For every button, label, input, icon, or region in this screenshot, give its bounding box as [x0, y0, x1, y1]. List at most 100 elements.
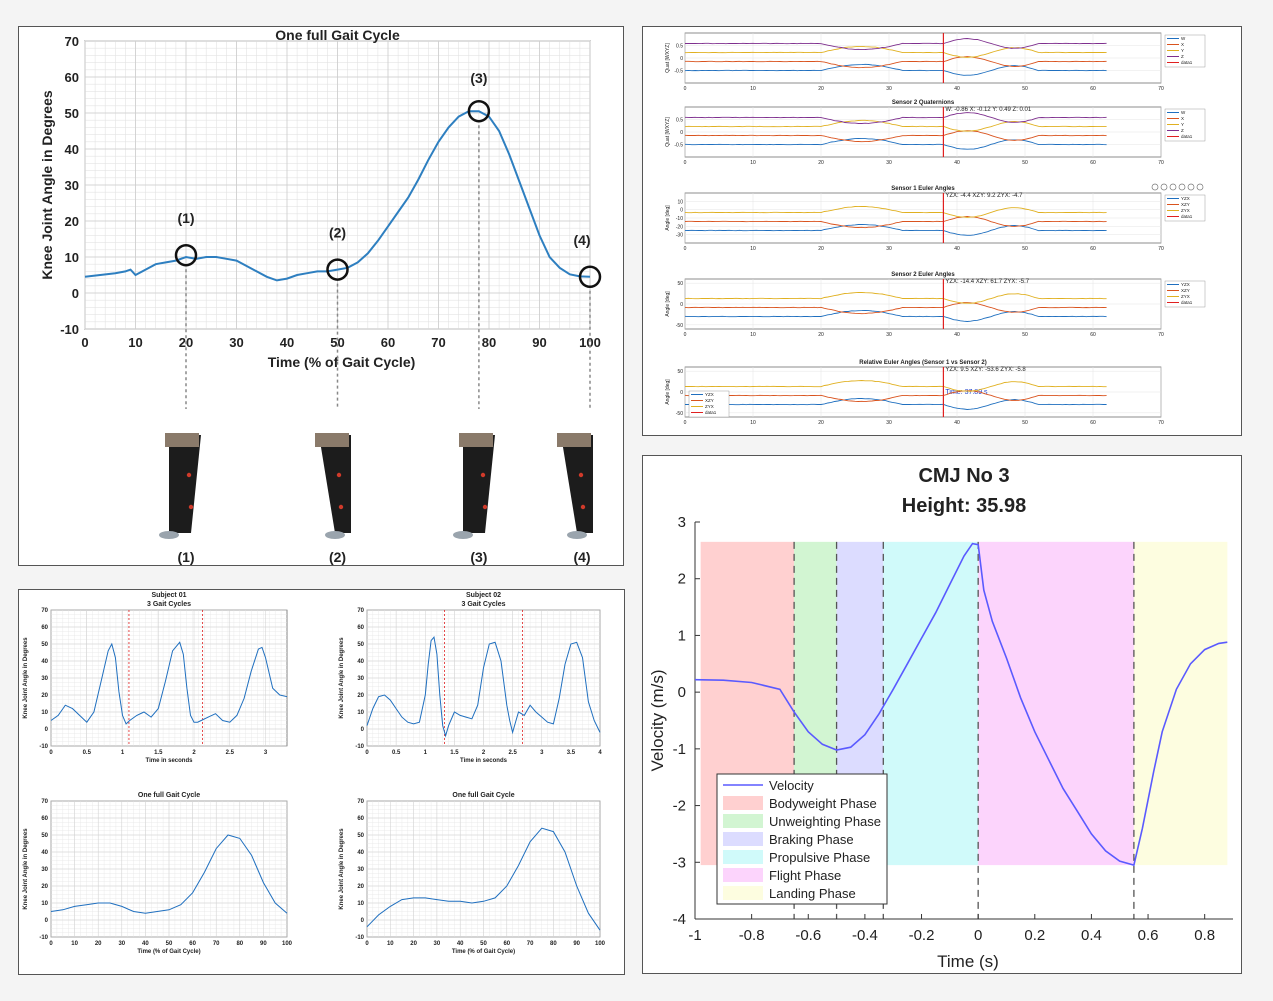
x-tick-label: 0.5 — [83, 750, 92, 756]
x-tick-label: 10 — [750, 160, 756, 166]
y-tick-label: -20 — [676, 224, 683, 230]
legend-swatch — [723, 850, 763, 864]
save-icon[interactable] — [1187, 183, 1195, 191]
zoom-out-icon[interactable] — [1169, 183, 1177, 191]
x-tick-label: 30 — [886, 420, 892, 426]
legend-swatch — [723, 886, 763, 900]
gait-photo-leg — [315, 433, 351, 539]
y-tick-label: 0 — [361, 918, 365, 924]
series-line — [50, 834, 288, 914]
x-tick-label: 60 — [189, 941, 196, 947]
sensor-series-z — [684, 112, 1107, 124]
x-tick-label: 0 — [684, 420, 687, 426]
x-tick-label: 40 — [954, 420, 960, 426]
y-tick-label: 0 — [680, 390, 683, 396]
legend: Velocity Bodyweight Phase Unweighting Phas… — [716, 773, 888, 905]
annotation-circle — [174, 243, 198, 267]
y-tick-label: 0.5 — [676, 118, 683, 124]
y-tick-label: -10 — [60, 322, 79, 337]
legend-label: ZYX — [1181, 208, 1190, 213]
home-icon[interactable] — [1151, 183, 1159, 191]
x-tick-label: 50 — [330, 335, 344, 350]
y-tick-label: 50 — [41, 642, 48, 648]
chart-subtitle: Height: 35.98 — [902, 495, 1026, 517]
x-tick-label: 60 — [503, 941, 510, 947]
toolbar — [1151, 183, 1204, 191]
x-tick-label: 30 — [886, 246, 892, 252]
x-tick-label: 50 — [166, 941, 173, 947]
leg-silhouette — [561, 435, 593, 533]
annotation-circle — [326, 258, 349, 281]
x-tick-label: 70 — [431, 335, 445, 350]
x-tick-label: -0.2 — [909, 927, 935, 944]
sensor-series-xzy — [684, 216, 1107, 229]
leg-silhouette — [169, 435, 201, 533]
y-tick-label: 0 — [678, 684, 686, 701]
y-tick-label: 50 — [41, 833, 48, 839]
x-tick-label: 60 — [1090, 420, 1096, 426]
sensor-series-y — [684, 119, 1107, 132]
x-tick-label: 0 — [365, 941, 369, 947]
pan-icon[interactable] — [1178, 183, 1186, 191]
x-axis-label: Time in seconds — [460, 758, 508, 764]
legend-label: Y — [1181, 48, 1184, 53]
subject-grid-panel: Subject 01 3 Gait Cycles 0 0.5 1 1.5 2 2.5 3 -10 0… — [18, 589, 625, 975]
x-tick-label: 0.2 — [1024, 927, 1045, 944]
x-tick-label: 20 — [818, 332, 824, 338]
time-readout: Time: 37.89 s — [945, 389, 988, 396]
x-tick-label: 50 — [1022, 160, 1028, 166]
sensor-series-yzx — [685, 397, 1107, 410]
x-tick-label: 3 — [264, 750, 268, 756]
x-tick-label: 50 — [1022, 332, 1028, 338]
copy-icon[interactable] — [1196, 183, 1204, 191]
x-tick-label: 30 — [886, 86, 892, 92]
phase-band-flight-phase — [978, 541, 1134, 866]
x-tick-label: 10 — [750, 246, 756, 252]
y-axis-label: Knee Joint Angle in Degrees — [23, 637, 29, 719]
y-tick-label: 20 — [65, 214, 79, 229]
legend-label: Z — [1181, 54, 1184, 59]
x-tick-label: 100 — [282, 941, 293, 947]
y-tick-label: 0 — [680, 302, 683, 308]
shoe — [567, 531, 587, 539]
sensor-series-zyx — [684, 291, 1107, 304]
x-tick-label: 20 — [818, 160, 824, 166]
y-tick-label: 30 — [41, 676, 48, 682]
y-tick-label: 70 — [357, 608, 364, 614]
y-tick-label: 60 — [41, 816, 48, 822]
y-axis-label: Angle [deg] — [665, 291, 671, 317]
x-tick-label: 60 — [1090, 86, 1096, 92]
chart-subtitle: 3 Gait Cycles — [147, 601, 191, 608]
legend-label: data1 — [1181, 134, 1193, 139]
x-tick-label: 0 — [974, 927, 982, 944]
legend-label: Z — [1181, 128, 1184, 133]
phase-band-landing-phase — [1133, 541, 1228, 866]
sensor-marker — [482, 504, 488, 510]
x-tick-label: 0 — [365, 750, 369, 756]
sensor-marker — [336, 472, 342, 478]
velocity-line — [694, 542, 1228, 867]
y-tick-label: 60 — [357, 625, 364, 631]
x-tick-label: 70 — [1158, 246, 1164, 252]
x-tick-label: 10 — [387, 941, 394, 947]
annotation-label: (3) — [470, 70, 487, 86]
chart-title: One full Gait Cycle — [275, 27, 400, 43]
legend-label: XZY — [1181, 288, 1190, 293]
subplot-title: Sensor 2 Quaternions — [892, 100, 955, 106]
chart-title: Subject 02 — [466, 592, 501, 599]
legend-label: Bodyweight Phase — [769, 796, 877, 811]
legend-label: W — [1181, 110, 1186, 115]
legend-box — [688, 390, 730, 418]
zoom-in-icon[interactable] — [1160, 183, 1168, 191]
y-tick-label: 3 — [678, 514, 686, 531]
x-tick-label: 40 — [954, 332, 960, 338]
x-tick-label: 70 — [527, 941, 534, 947]
x-tick-label: 40 — [142, 941, 149, 947]
x-tick-label: 0 — [49, 750, 53, 756]
data-readout: YZX: 9.5 XZY: -53.6 ZYX: -5.8 — [945, 367, 1026, 373]
y-tick-label: 0 — [361, 727, 365, 733]
y-tick-label: 0 — [680, 130, 683, 136]
